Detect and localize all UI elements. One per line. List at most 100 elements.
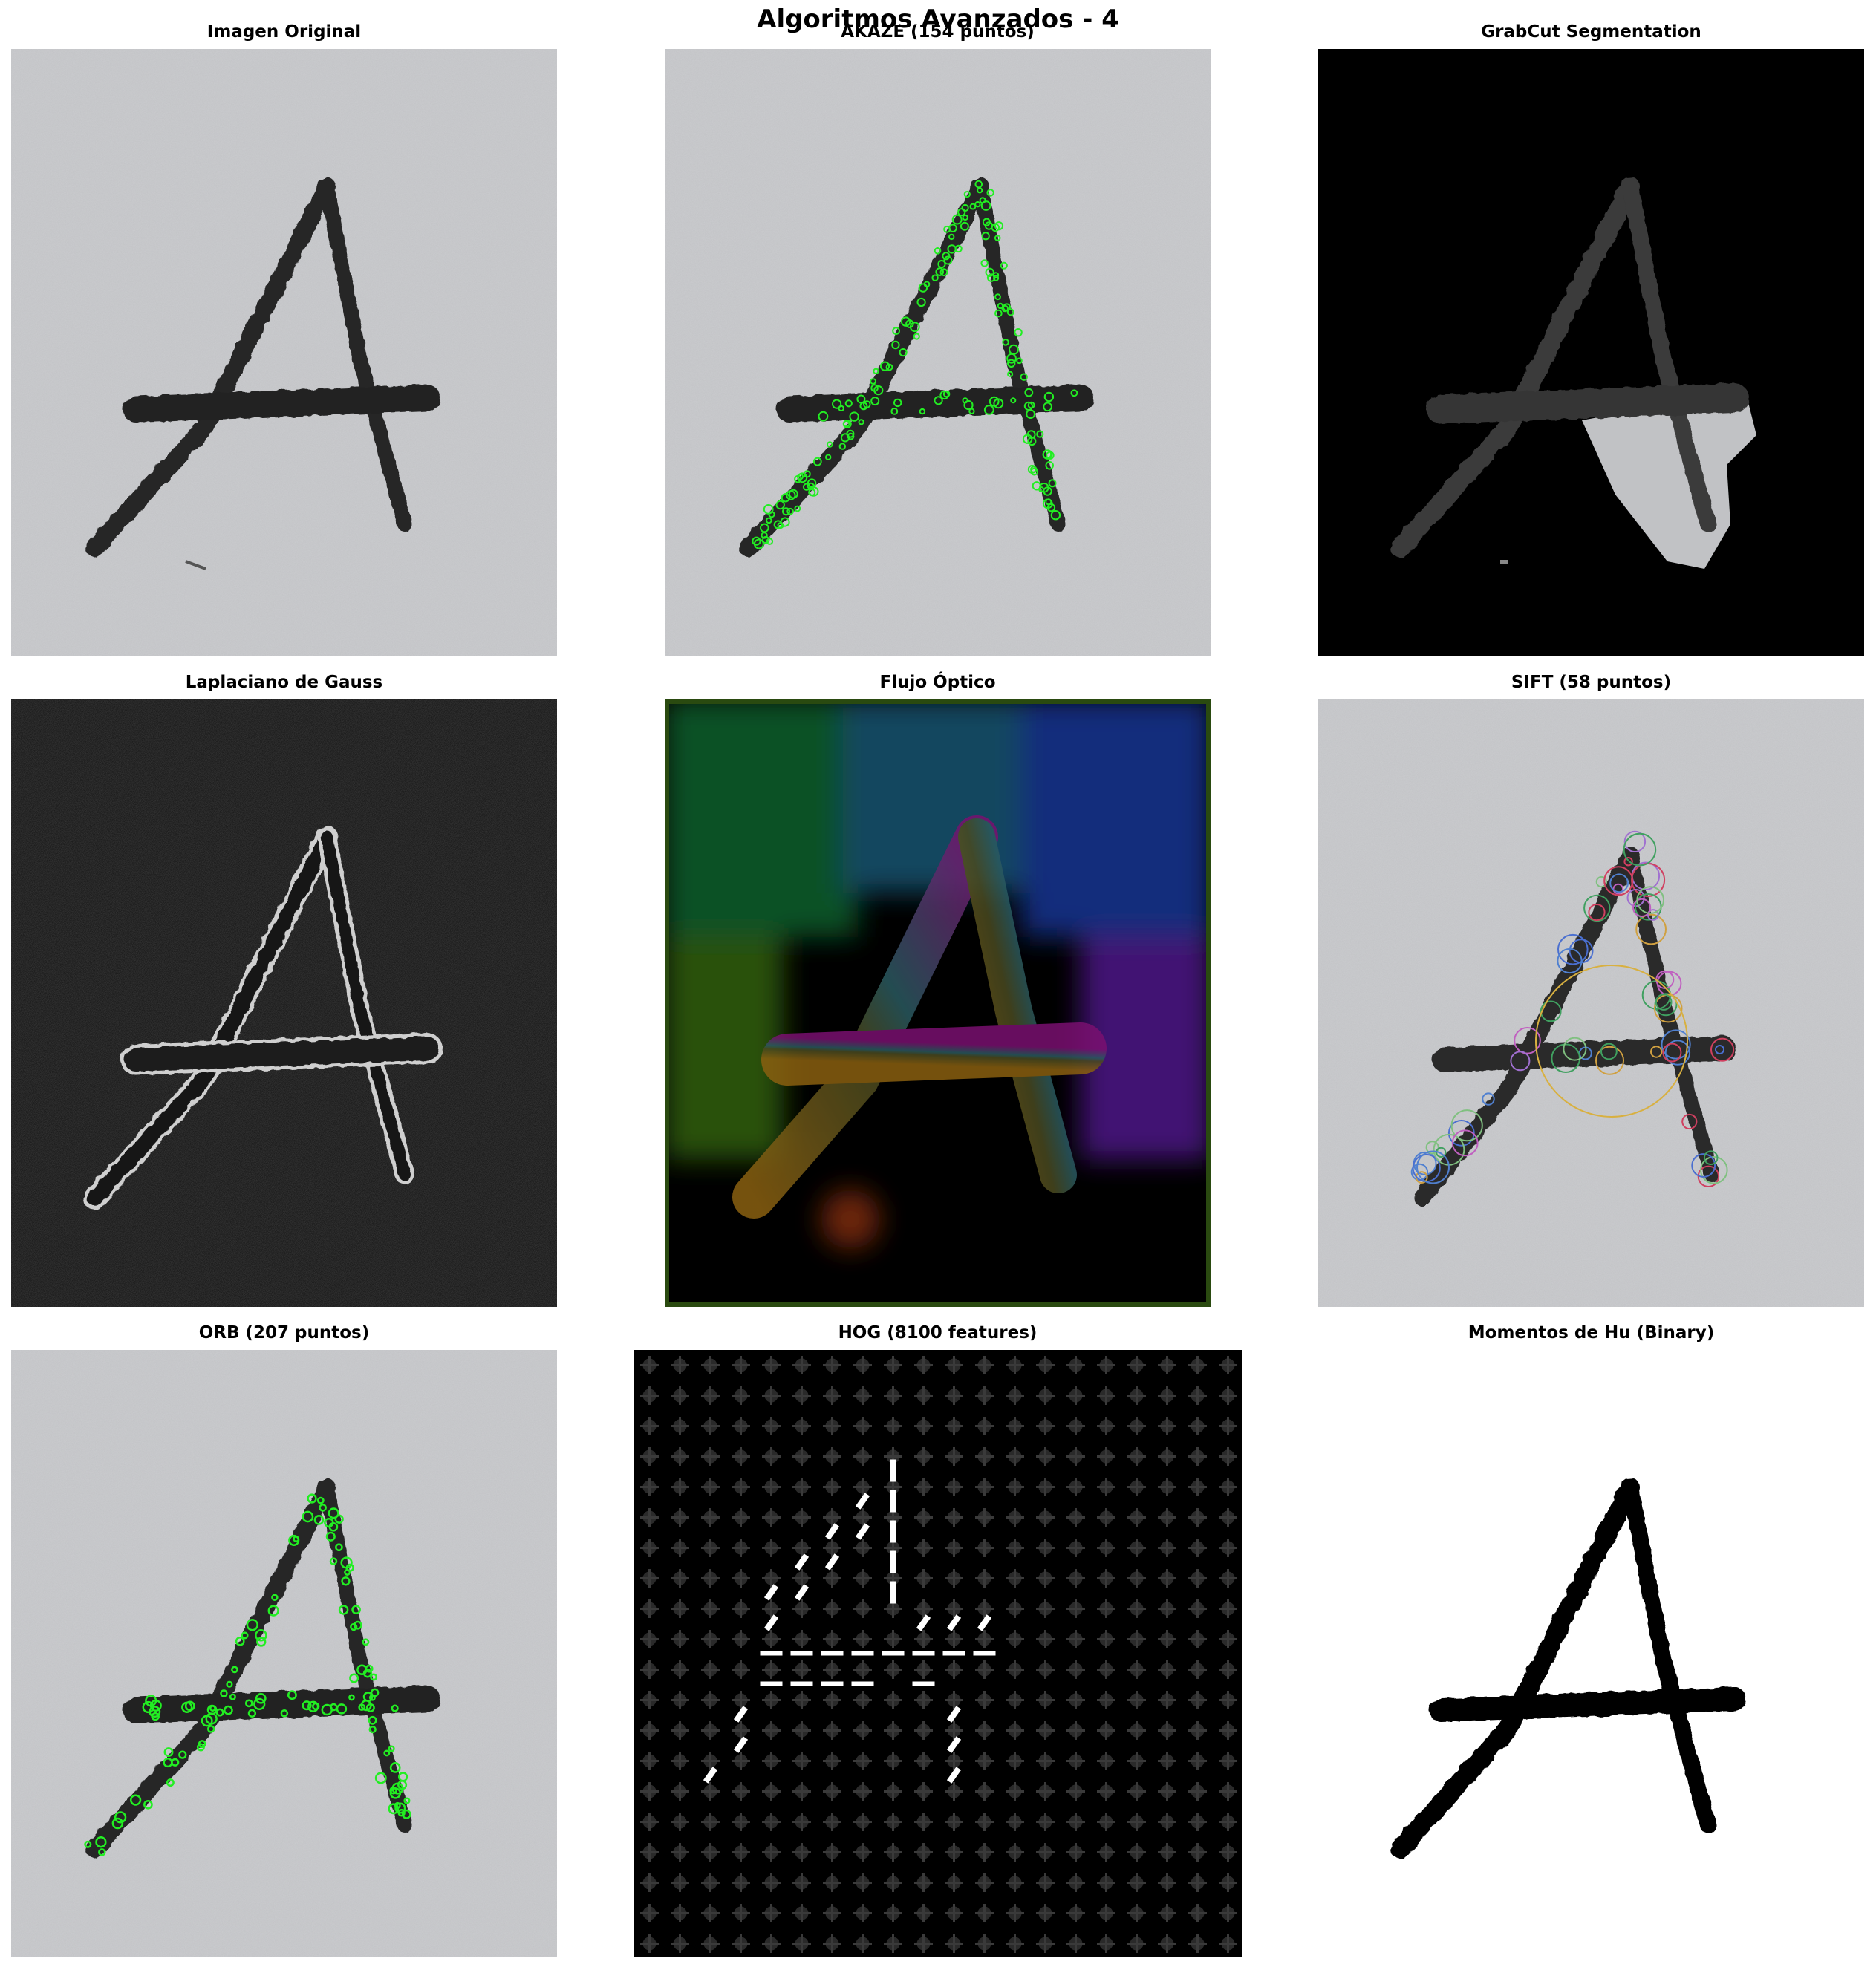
akaze-keypoint bbox=[1024, 388, 1034, 397]
akaze-keypoint bbox=[931, 274, 939, 281]
akaze-keypoint bbox=[980, 259, 989, 267]
akaze-keypoint bbox=[761, 532, 768, 539]
hog-cell bbox=[890, 1520, 896, 1543]
orb-keypoint bbox=[394, 1801, 401, 1809]
orb-keypoint bbox=[365, 1664, 374, 1673]
hog-cell bbox=[977, 1614, 992, 1631]
akaze-keypoint bbox=[1048, 479, 1057, 488]
akaze-keypoint bbox=[892, 327, 901, 336]
orb-keypoint bbox=[215, 1708, 224, 1717]
orb-keypoint bbox=[338, 1605, 349, 1615]
akaze-keypoint bbox=[782, 507, 790, 516]
akaze-keypoint bbox=[1006, 308, 1014, 316]
orb-keypoint bbox=[178, 1750, 187, 1759]
orb-keypoint bbox=[319, 1504, 327, 1512]
orb-keypoint bbox=[313, 1515, 325, 1525]
orb-keypoint bbox=[98, 1848, 106, 1856]
akaze-keypoint bbox=[838, 443, 847, 450]
akaze-keypoint bbox=[803, 470, 811, 478]
akaze-keypoint bbox=[753, 538, 764, 549]
orb-keypoint bbox=[287, 1690, 297, 1700]
orb-keypoint bbox=[129, 1794, 142, 1806]
akaze-keypoint bbox=[794, 505, 801, 512]
orb-keypoint bbox=[206, 1725, 215, 1733]
akaze-keypoint bbox=[812, 457, 822, 466]
akaze-keypoint bbox=[1050, 510, 1061, 521]
hog-cell bbox=[824, 1523, 840, 1540]
akaze-keypoint bbox=[1070, 389, 1078, 397]
hog-image bbox=[634, 1350, 1242, 1957]
orb-keypoint bbox=[388, 1745, 395, 1752]
sift-keypoint bbox=[1623, 830, 1647, 853]
sift-keypoint bbox=[1514, 1027, 1541, 1054]
orb-keypoint bbox=[280, 1709, 289, 1718]
sift-image bbox=[1318, 699, 1864, 1307]
sift-keypoint bbox=[1636, 886, 1665, 914]
hog-cell bbox=[946, 1614, 962, 1631]
akaze-keypoint bbox=[827, 441, 833, 448]
akaze-keypoint bbox=[775, 500, 785, 510]
sift-keypoint bbox=[1451, 1129, 1479, 1157]
hog-cell bbox=[821, 1681, 844, 1686]
orb-keypoint bbox=[95, 1836, 107, 1848]
figure-title: Algoritmos Avanzados - 4 bbox=[757, 4, 1119, 34]
akaze-keypoint bbox=[1045, 461, 1055, 470]
orb-image bbox=[11, 1350, 557, 1957]
akaze-keypoint bbox=[919, 408, 926, 415]
log-image bbox=[11, 699, 557, 1307]
sift-keypoint bbox=[1450, 1109, 1483, 1142]
panel-title-orb: ORB (207 puntos) bbox=[198, 1323, 370, 1343]
akaze-keypoint bbox=[890, 408, 899, 415]
orb-keypoint bbox=[329, 1557, 338, 1565]
akaze-keypoint bbox=[1010, 397, 1017, 404]
hog-cell bbox=[946, 1736, 962, 1753]
hu-binary-image bbox=[1318, 1350, 1864, 1957]
akaze-keypoint bbox=[891, 340, 900, 350]
orb-keypoint bbox=[114, 1811, 127, 1824]
orb-keypoint bbox=[325, 1531, 336, 1542]
akaze-keypoint bbox=[760, 523, 769, 533]
orb-keypoint bbox=[316, 1496, 325, 1504]
sift-keypoint bbox=[1588, 904, 1606, 922]
orb-keypoint bbox=[171, 1758, 180, 1767]
akaze-keypoint bbox=[825, 454, 832, 460]
orb-keypoint bbox=[353, 1620, 362, 1630]
sift-keypoint bbox=[1650, 1046, 1663, 1058]
akaze-keypoint bbox=[768, 511, 775, 518]
akaze-keypoint bbox=[808, 486, 819, 497]
akaze-keypoint bbox=[997, 302, 1004, 310]
akaze-keypoint bbox=[1014, 328, 1023, 337]
akaze-keypoint bbox=[818, 411, 829, 422]
akaze-keypoint bbox=[838, 405, 844, 412]
akaze-keypoint bbox=[916, 297, 926, 307]
sift-keypoint bbox=[1557, 933, 1589, 965]
hog-cell bbox=[851, 1651, 874, 1656]
akaze-keypoint bbox=[948, 233, 955, 241]
orb-keypoint bbox=[328, 1507, 339, 1519]
akaze-keypoint bbox=[766, 517, 772, 524]
akaze-keypoint bbox=[939, 390, 949, 400]
sift-keypoint bbox=[1655, 994, 1673, 1011]
panel-title-sift: SIFT (58 puntos) bbox=[1511, 673, 1672, 692]
sift-keypoint bbox=[1603, 866, 1634, 896]
orb-keypoint bbox=[383, 1749, 391, 1757]
hog-strong-cells bbox=[703, 1459, 996, 1784]
orb-keypoint bbox=[335, 1543, 343, 1552]
sift-keypoint bbox=[1661, 1029, 1691, 1060]
sift-keypoint bbox=[1600, 1043, 1618, 1060]
orb-keypoint bbox=[302, 1510, 314, 1523]
akaze-keypoint bbox=[1043, 391, 1055, 402]
akaze-keypoint bbox=[981, 232, 990, 241]
panel-flow bbox=[665, 699, 1211, 1307]
hog-cell bbox=[760, 1651, 783, 1656]
optical-flow-image bbox=[665, 699, 1211, 1307]
hog-cell bbox=[946, 1767, 962, 1784]
panel-hog bbox=[634, 1350, 1242, 1957]
orb-keypoint bbox=[244, 1699, 253, 1708]
akaze-keypoint bbox=[766, 538, 774, 545]
orb-keypoint bbox=[307, 1493, 317, 1504]
akaze-keypoint bbox=[849, 411, 859, 422]
sift-keypoint bbox=[1662, 1043, 1682, 1063]
hog-cell bbox=[763, 1584, 779, 1601]
orb-keypoint bbox=[111, 1817, 124, 1830]
